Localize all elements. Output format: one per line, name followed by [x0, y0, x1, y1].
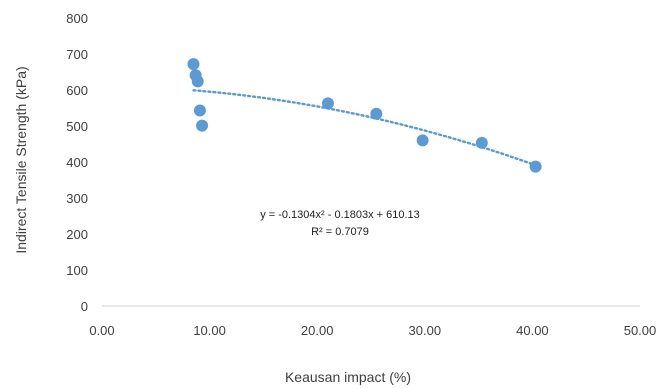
y-tick-label: 100: [66, 263, 88, 278]
y-tick-label: 300: [66, 191, 88, 206]
y-tick-label: 400: [66, 155, 88, 170]
data-point: [187, 58, 200, 71]
data-point: [191, 75, 204, 88]
y-tick-label: 700: [66, 47, 88, 62]
y-tick-label: 800: [66, 11, 88, 26]
x-axis-title: Keausan impact (%): [285, 369, 411, 385]
y-tick-label: 200: [66, 227, 88, 242]
y-tick-label: 500: [66, 119, 88, 134]
data-point: [370, 107, 383, 120]
x-tick-label: 40.00: [516, 323, 549, 338]
y-tick-label: 0: [81, 299, 88, 314]
x-tick-label: 30.00: [409, 323, 442, 338]
x-tick-label: 0.00: [89, 323, 114, 338]
x-tick-label: 50.00: [624, 323, 657, 338]
data-points: [187, 58, 542, 173]
data-point: [416, 134, 429, 147]
plot-area: [102, 305, 640, 307]
data-point: [529, 160, 542, 173]
data-point: [196, 119, 209, 132]
trendline-equation: y = -0.1304x² - 0.1803x + 610.13: [260, 209, 420, 221]
y-axis-title: Indirect Tensile Strength (kPa): [13, 66, 29, 253]
trendline: [192, 89, 537, 167]
y-tick-labels: 0 100 200 300 400 500 600 700 800: [66, 11, 88, 314]
y-tick-label: 600: [66, 83, 88, 98]
data-point: [475, 136, 488, 149]
x-tick-labels: 0.00 10.00 20.00 30.00 40.00 50.00: [89, 323, 656, 338]
x-tick-label: 20.00: [301, 323, 334, 338]
data-point: [193, 104, 206, 117]
data-point: [321, 97, 334, 110]
r-squared-label: R² = 0.7079: [311, 226, 369, 238]
x-tick-label: 10.00: [193, 323, 226, 338]
